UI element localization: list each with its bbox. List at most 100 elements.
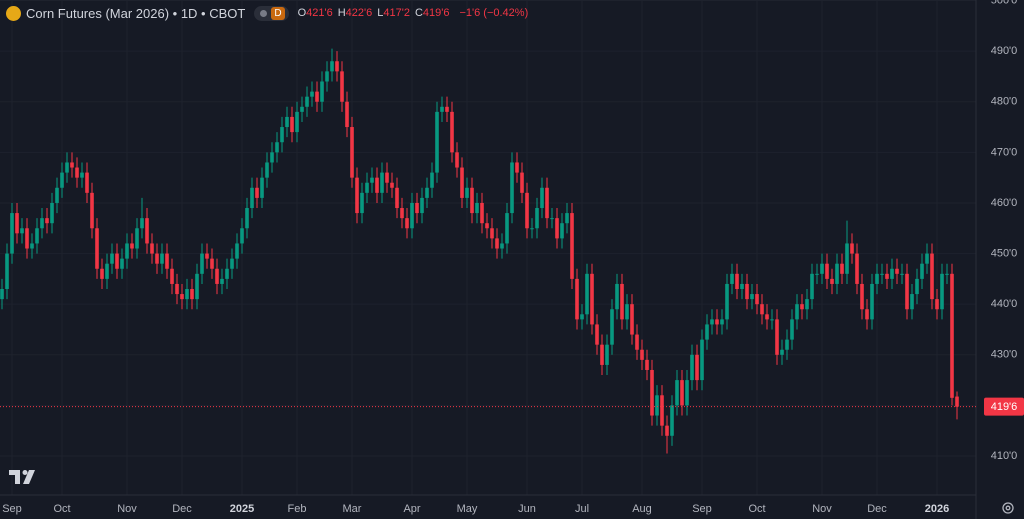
candle-body [435, 111, 439, 173]
candle-body [735, 273, 739, 290]
x-tick-label: Sep [692, 503, 712, 515]
candle-body [200, 253, 204, 274]
candle-body [800, 304, 804, 310]
candle-body [60, 172, 64, 188]
candle-body [540, 187, 544, 209]
candle-body [135, 228, 139, 249]
candle-body [910, 294, 914, 310]
tv-logo [9, 470, 35, 484]
candle-body [600, 344, 604, 365]
candle-body [15, 213, 19, 234]
candle-body [890, 268, 894, 279]
last-price-box [984, 397, 1024, 416]
candle-body [700, 339, 704, 381]
candle-body [720, 319, 724, 325]
candle-body [725, 283, 729, 320]
candle-body [575, 278, 579, 320]
ohlc-letter: C [414, 7, 423, 19]
candle-body [630, 304, 634, 335]
y-tick-label: 490'0 [991, 45, 1018, 57]
candle-body [220, 278, 224, 284]
candle-body [525, 192, 529, 229]
session-pill[interactable]: D [254, 5, 289, 21]
candle-body [165, 253, 169, 269]
candle-body [450, 111, 454, 153]
candle-body [150, 243, 154, 254]
candle-body [340, 71, 344, 102]
candle-body [455, 152, 459, 168]
ohlc-letter: O [297, 7, 307, 19]
candle-body [745, 283, 749, 300]
candle-body [145, 218, 149, 244]
candle-body [805, 299, 809, 310]
candle-body [210, 258, 214, 269]
x-tick-label: Jul [575, 503, 589, 515]
candle-body [465, 187, 469, 198]
candle-body [615, 283, 619, 310]
candle-body [870, 283, 874, 320]
candle-body [925, 253, 929, 264]
candle-body [830, 278, 834, 284]
y-tick-label: 460'0 [991, 197, 1018, 209]
candle-body [680, 380, 684, 406]
candle-body [515, 162, 519, 173]
candle-body [580, 314, 584, 320]
candle-body [315, 91, 319, 102]
x-tick-label: Oct [53, 503, 70, 515]
ohlc-letter: L [377, 7, 384, 19]
candle-body [535, 208, 539, 229]
x-tick-label: Nov [117, 503, 137, 515]
x-tick-label: 2026 [925, 503, 949, 515]
candle-body [55, 187, 59, 203]
candle-body [570, 213, 574, 279]
candle-body [685, 380, 689, 406]
candle-body [110, 253, 114, 264]
candle-body [780, 349, 784, 355]
candle-body [225, 268, 229, 279]
candle-body [585, 273, 589, 315]
candle-body [375, 177, 379, 193]
candle-body [755, 294, 759, 305]
candle-body [180, 294, 184, 300]
x-tick-label: Jun [518, 503, 536, 515]
candle-body [620, 283, 624, 320]
candle-body [395, 187, 399, 209]
candles [0, 48, 959, 454]
settings-icon[interactable] [1002, 502, 1014, 514]
candle-body [370, 177, 374, 183]
candle-body [345, 101, 349, 128]
candle-body [875, 273, 879, 284]
candle-body [885, 273, 889, 279]
x-tick-label: Dec [172, 503, 192, 515]
y-tick-label: 430'0 [991, 349, 1018, 361]
candle-body [205, 253, 209, 259]
candle-body [825, 263, 829, 279]
candle-body [295, 111, 299, 133]
candle-body [30, 243, 34, 249]
ohlc-value: 422'6 [345, 7, 373, 19]
candle-body [650, 369, 654, 416]
candle-body [140, 218, 144, 229]
candle-body [425, 187, 429, 198]
candle-body [385, 172, 389, 183]
candle-body [810, 273, 814, 300]
candle-body [935, 299, 939, 310]
ohlc-value: 419'6 [422, 7, 450, 19]
candle-body [920, 263, 924, 279]
candle-body [240, 228, 244, 244]
x-tick-label: May [457, 503, 478, 515]
candle-body [850, 243, 854, 254]
candle-body [160, 253, 164, 264]
candle-body [565, 213, 569, 224]
candle-body [655, 395, 659, 416]
candle-body [560, 223, 564, 239]
candle-body [790, 319, 794, 340]
candle-body [0, 289, 4, 300]
candle-body [705, 324, 709, 340]
candle-body [595, 324, 599, 345]
candle-body [550, 218, 554, 220]
candle-body [415, 202, 419, 214]
candle-body [320, 81, 324, 102]
